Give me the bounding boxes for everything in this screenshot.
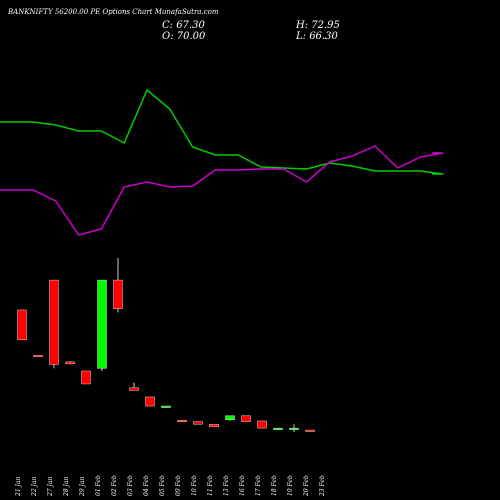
candle-body <box>129 387 139 391</box>
x-tick-label: 03 Feb <box>127 475 134 496</box>
candle-7 <box>113 258 123 313</box>
candle-body <box>33 355 43 358</box>
candle-9 <box>145 396 155 407</box>
candle-10 <box>161 405 171 408</box>
x-tick-label: 23 Feb <box>319 475 326 497</box>
x-tick-label: 18 Feb <box>271 475 278 496</box>
indicator-line-2 <box>0 145 444 236</box>
candle-body <box>257 420 267 429</box>
candle-18 <box>289 424 299 432</box>
indicator-line-1 <box>0 88 444 175</box>
x-tick-label: 11 Feb <box>207 475 214 496</box>
close-value: C: 67.30 <box>162 20 205 31</box>
candle-body <box>289 427 299 430</box>
x-tick-label: 10 Feb <box>191 475 198 496</box>
candle-body <box>145 396 155 407</box>
candle-3 <box>49 279 59 369</box>
candle-2 <box>33 355 43 358</box>
x-tick-label: 28 Jan <box>63 476 70 497</box>
x-tick-label: 02 Feb <box>111 475 118 496</box>
candle-11 <box>177 420 187 423</box>
candle-body <box>241 415 251 422</box>
candle-17 <box>273 427 283 430</box>
candle-body <box>225 415 235 420</box>
x-tick-label: 04 Feb <box>143 475 150 496</box>
x-tick-label: 17 Feb <box>255 475 262 496</box>
candle-body <box>177 420 187 423</box>
x-tick-label: 29 Jan <box>79 476 86 497</box>
candle-15 <box>241 415 251 422</box>
candle-8 <box>129 382 139 391</box>
x-tick-label: 01 Feb <box>95 475 102 496</box>
candle-1 <box>17 309 27 341</box>
x-tick-label: 20 Feb <box>303 475 310 497</box>
candle-6 <box>97 279 107 371</box>
candle-body <box>97 279 107 369</box>
candle-13 <box>209 424 219 428</box>
candle-4 <box>65 361 75 365</box>
x-tick-label: 16 Feb <box>239 475 246 496</box>
candle-body <box>113 279 123 309</box>
candle-body <box>273 427 283 430</box>
candle-body <box>193 421 203 425</box>
chart-title: BANKNIFTY 56200.00 PE Options Chart Muna… <box>8 8 219 16</box>
candle-body <box>161 405 171 408</box>
candle-5 <box>81 370 91 385</box>
indicator-lines <box>0 88 444 236</box>
x-tick-label: 21 Jan <box>15 476 22 497</box>
x-axis-labels: 21 Jan 22 Jan 27 Jan 28 Jan 29 Jan 01 Feb 02 F… <box>15 475 326 497</box>
high-value: H: 72.95 <box>296 20 340 31</box>
candle-body <box>49 279 59 365</box>
x-tick-label: 13 Feb <box>223 475 230 496</box>
candle-19 <box>305 429 315 432</box>
x-tick-label: 19 Feb <box>287 475 294 496</box>
x-tick-label: 27 Jan <box>47 476 54 497</box>
x-tick-label: 22 Jan <box>31 476 38 497</box>
low-value: L: 66.30 <box>296 31 338 42</box>
candle-12 <box>193 421 203 425</box>
candle-body <box>305 429 315 432</box>
x-tick-label: 05 Feb <box>159 475 166 496</box>
candle-16 <box>257 420 267 429</box>
candle-body <box>81 370 91 385</box>
candle-body <box>209 424 219 428</box>
open-value: O: 70.00 <box>162 31 206 42</box>
candle-14 <box>225 415 235 421</box>
x-tick-label: 09 Feb <box>175 475 182 496</box>
candlesticks <box>17 258 315 432</box>
candle-body <box>65 361 75 365</box>
candle-body <box>17 309 27 341</box>
